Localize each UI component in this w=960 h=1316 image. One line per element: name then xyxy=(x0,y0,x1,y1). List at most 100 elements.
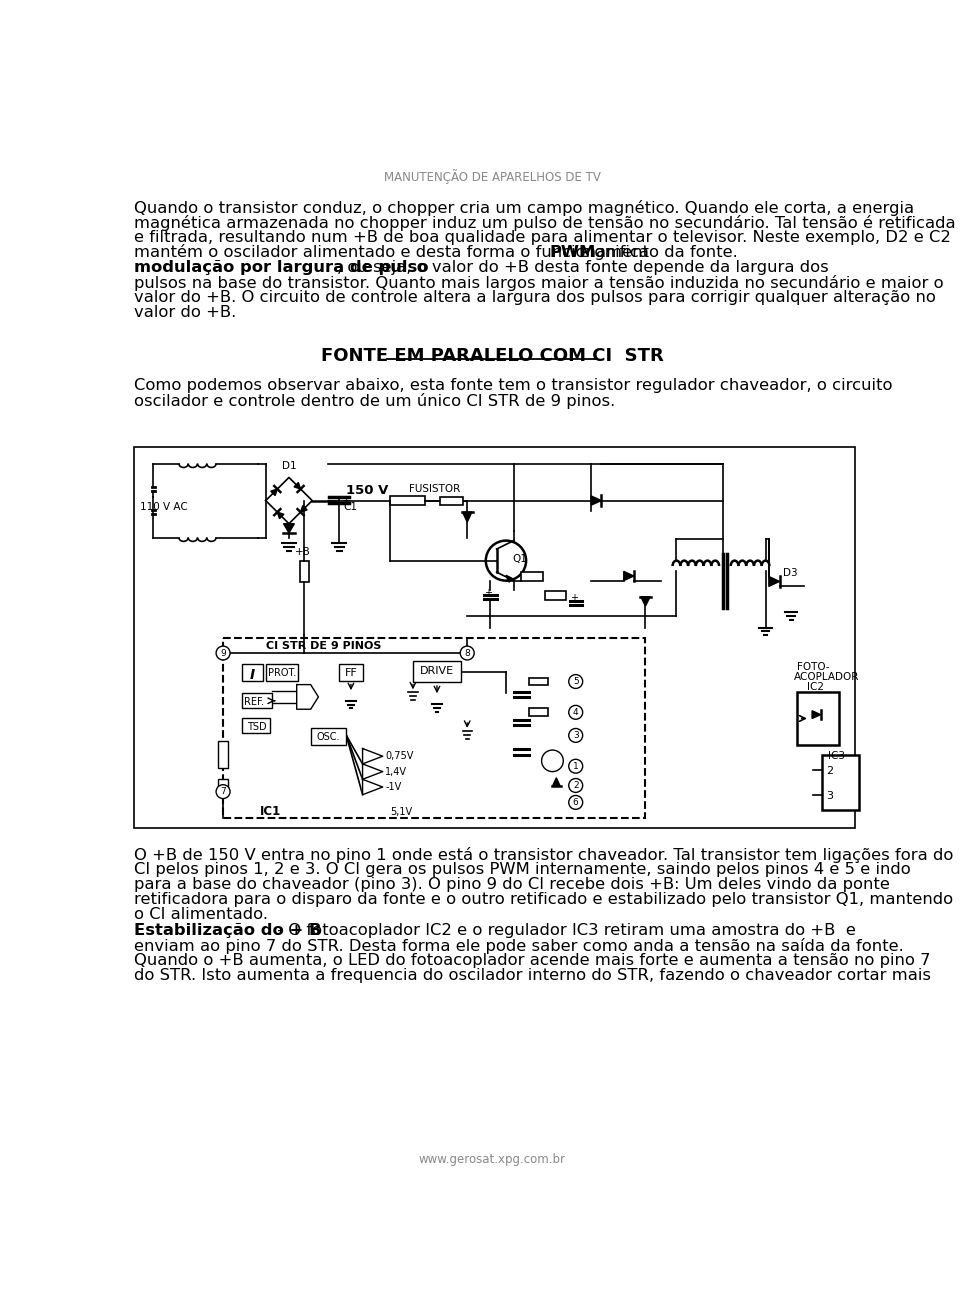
Bar xyxy=(311,728,347,745)
Text: Q1: Q1 xyxy=(512,554,527,565)
Text: FF: FF xyxy=(345,667,357,678)
Text: 2: 2 xyxy=(826,766,833,776)
Text: 150 V: 150 V xyxy=(346,484,388,496)
Text: 1: 1 xyxy=(573,762,579,771)
Text: valor do +B.: valor do +B. xyxy=(134,304,236,320)
Polygon shape xyxy=(463,512,472,522)
Circle shape xyxy=(568,729,583,742)
Text: CI pelos pinos 1, 2 e 3. O CI gera os pulsos PWM internamente, saindo pelos pino: CI pelos pinos 1, 2 e 3. O CI gera os pu… xyxy=(134,862,911,876)
Text: IC2: IC2 xyxy=(806,682,824,691)
Text: , ou seja, o valor do +B desta fonte depende da largura dos: , ou seja, o valor do +B desta fonte dep… xyxy=(337,259,828,275)
Text: O +B de 150 V entra no pino 1 onde está o transistor chaveador. Tal transistor t: O +B de 150 V entra no pino 1 onde está … xyxy=(134,848,953,863)
Circle shape xyxy=(216,784,230,799)
Text: DRIVE: DRIVE xyxy=(420,666,454,676)
Text: +: + xyxy=(342,496,351,505)
Circle shape xyxy=(568,675,583,688)
Polygon shape xyxy=(363,749,383,763)
Text: Estabilização do + B: Estabilização do + B xyxy=(134,924,322,938)
Text: FOTO-: FOTO- xyxy=(797,662,829,672)
Text: I: I xyxy=(250,669,255,683)
Text: pulsos na base do transistor. Quanto mais largos maior a tensão induzida no secu: pulsos na base do transistor. Quanto mai… xyxy=(134,275,944,291)
Text: -1V: -1V xyxy=(385,782,401,792)
Circle shape xyxy=(568,759,583,772)
Text: PWM: PWM xyxy=(549,245,596,259)
Text: OSC.: OSC. xyxy=(317,732,340,742)
Text: magnética armazenada no chopper induz um pulso de tensão no secundário. Tal tens: magnética armazenada no chopper induz um… xyxy=(134,215,955,230)
Text: 1,4V: 1,4V xyxy=(385,767,407,776)
Text: enviam ao pino 7 do STR. Desta forma ele pode saber como anda a tensão na saída : enviam ao pino 7 do STR. Desta forma ele… xyxy=(134,938,903,954)
Circle shape xyxy=(568,779,583,792)
Bar xyxy=(339,663,363,680)
Polygon shape xyxy=(294,483,300,490)
Text: +: + xyxy=(484,587,492,597)
Bar xyxy=(219,741,228,767)
Text: oscilador e controle dentro de um único CI STR de 9 pinos.: oscilador e controle dentro de um único … xyxy=(134,393,615,409)
Text: retificadora para o disparo da fonte e o outro retificado e estabilizado pelo tr: retificadora para o disparo da fonte e o… xyxy=(134,892,953,907)
Polygon shape xyxy=(552,778,561,786)
Polygon shape xyxy=(363,763,383,779)
Text: ACOPLADOR: ACOPLADOR xyxy=(794,671,859,682)
Text: - O fotoacoplador IC2 e o regulador IC3 retiram uma amostra do +B  e: - O fotoacoplador IC2 e o regulador IC3 … xyxy=(272,924,855,938)
Text: mantém o oscilador alimentado e desta forma o funcionamento da fonte.: mantém o oscilador alimentado e desta fo… xyxy=(134,245,743,259)
Text: 5,1V: 5,1V xyxy=(390,807,412,817)
Text: CI STR DE 9 PINOS: CI STR DE 9 PINOS xyxy=(266,641,381,651)
Text: +B: +B xyxy=(295,546,311,557)
Polygon shape xyxy=(591,496,601,505)
Text: 3: 3 xyxy=(826,791,833,801)
Bar xyxy=(134,446,854,828)
Text: REF.: REF. xyxy=(244,697,264,707)
Text: +: + xyxy=(570,594,578,603)
Circle shape xyxy=(568,705,583,720)
Text: Quando o +B aumenta, o LED do fotoacoplador acende mais forte e aumenta a tensão: Quando o +B aumenta, o LED do fotoacopla… xyxy=(134,953,930,969)
Text: 7: 7 xyxy=(220,787,226,796)
Bar xyxy=(797,691,839,745)
Text: 4: 4 xyxy=(573,708,579,717)
Text: significa: significa xyxy=(576,245,649,259)
Text: e filtrada, resultando num +B de boa qualidade para alimentar o televisor. Neste: e filtrada, resultando num +B de boa qua… xyxy=(134,229,950,245)
Text: www.gerosat.xpg.com.br: www.gerosat.xpg.com.br xyxy=(419,1153,565,1166)
Text: FONTE EM PARALELO COM CI  STR: FONTE EM PARALELO COM CI STR xyxy=(321,346,663,365)
Bar xyxy=(223,638,645,817)
Text: IC1: IC1 xyxy=(260,804,281,817)
Circle shape xyxy=(216,646,230,659)
Text: D1: D1 xyxy=(281,461,297,471)
Text: 0,75V: 0,75V xyxy=(385,751,414,761)
Polygon shape xyxy=(641,597,650,607)
Text: 9: 9 xyxy=(220,649,226,658)
Bar xyxy=(300,561,309,582)
Polygon shape xyxy=(770,576,780,586)
Bar xyxy=(243,663,263,680)
Bar xyxy=(413,661,461,682)
Text: IC3: IC3 xyxy=(828,751,845,761)
Text: TSD: TSD xyxy=(247,721,266,732)
Bar xyxy=(440,496,464,505)
Text: o CI alimentado.: o CI alimentado. xyxy=(134,907,268,923)
Polygon shape xyxy=(283,524,295,533)
Polygon shape xyxy=(300,505,307,512)
Text: 6: 6 xyxy=(573,797,579,807)
Bar xyxy=(390,496,424,505)
Text: 5: 5 xyxy=(573,676,579,686)
Polygon shape xyxy=(297,684,319,709)
Circle shape xyxy=(460,646,474,659)
Text: Quando o transistor conduz, o chopper cria um campo magnético. Quando ele corta,: Quando o transistor conduz, o chopper cr… xyxy=(134,200,914,216)
Circle shape xyxy=(486,541,526,580)
Bar xyxy=(219,779,228,788)
Text: 2: 2 xyxy=(573,780,579,790)
Text: 110 V AC: 110 V AC xyxy=(140,503,188,512)
Text: FUSISTOR: FUSISTOR xyxy=(409,484,461,494)
Text: do STR. Isto aumenta a frequencia do oscilador interno do STR, fazendo o chavead: do STR. Isto aumenta a frequencia do osc… xyxy=(134,969,931,983)
Polygon shape xyxy=(506,575,512,582)
Text: Como podemos observar abaixo, esta fonte tem o transistor regulador chaveador, o: Como podemos observar abaixo, esta fonte… xyxy=(134,378,893,393)
Text: 8: 8 xyxy=(465,649,470,658)
Polygon shape xyxy=(277,512,284,519)
Polygon shape xyxy=(624,571,634,580)
Bar xyxy=(243,694,272,708)
Polygon shape xyxy=(812,711,821,719)
Polygon shape xyxy=(271,490,277,496)
Text: PROT.: PROT. xyxy=(268,667,296,678)
Bar xyxy=(521,572,543,580)
Bar xyxy=(243,717,271,733)
Bar xyxy=(822,754,858,811)
Polygon shape xyxy=(363,779,383,795)
